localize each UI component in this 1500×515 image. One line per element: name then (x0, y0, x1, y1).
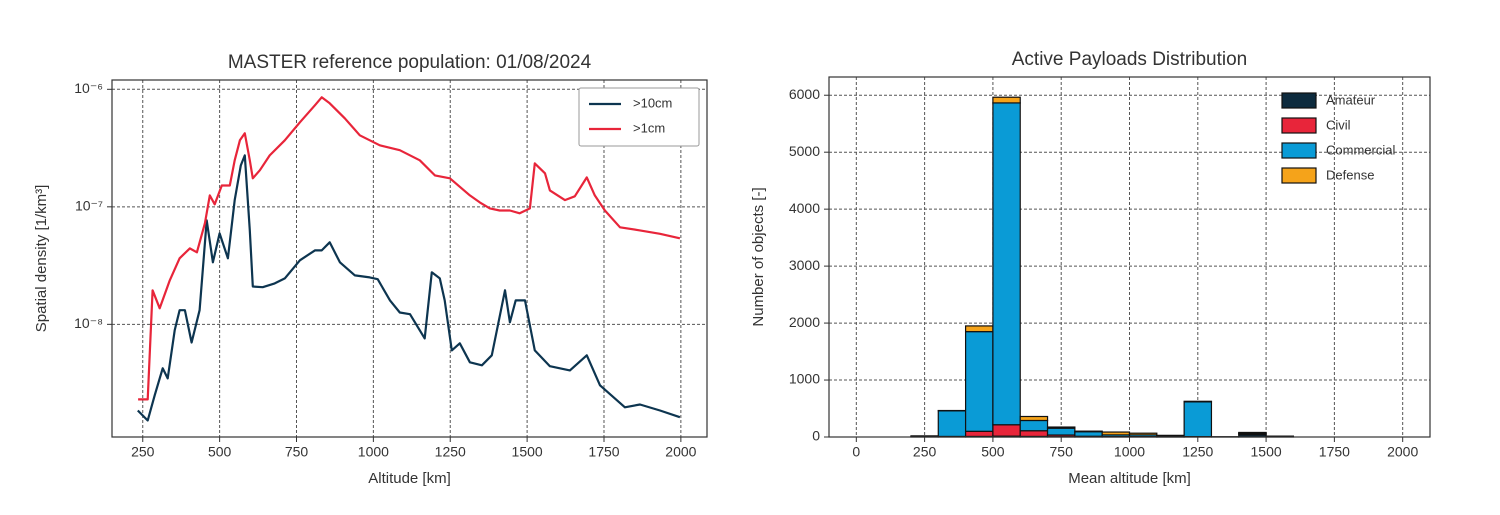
legend-label: Commercial (1326, 142, 1395, 157)
y-tick-label: 10⁻⁸ (74, 315, 103, 331)
chart-title: Active Payloads Distribution (1012, 49, 1248, 70)
x-tick-label: 750 (285, 444, 309, 460)
histogram-bar (1019, 430, 1049, 438)
x-tick-label: 1250 (1182, 444, 1213, 460)
x-axis-label: Altitude [km] (368, 470, 451, 487)
legend-label: Civil (1326, 117, 1351, 132)
histogram-bar (1238, 431, 1267, 434)
x-tick-label: 1500 (1251, 444, 1282, 460)
legend-swatch (1281, 117, 1317, 134)
y-axis-label: Spatial density [1/km³] (33, 185, 50, 333)
y-tick-label: 10⁻⁶ (74, 80, 103, 96)
histogram-bar (1074, 430, 1103, 433)
legend-label: Amateur (1326, 92, 1376, 107)
series-line (137, 154, 681, 422)
x-tick-label: 2000 (1387, 444, 1418, 460)
legend-swatch (1281, 142, 1317, 159)
histogram-bar (1046, 426, 1076, 429)
axes-frame (828, 76, 1431, 438)
x-tick-label: 1750 (588, 444, 619, 460)
y-tick-label: 3000 (789, 257, 820, 273)
y-axis-label: Number of objects [-] (750, 187, 767, 326)
y-tick-label: 6000 (789, 86, 820, 102)
histogram-bar (964, 325, 994, 333)
y-tick-label: 0 (812, 428, 820, 444)
x-tick-label: 500 (208, 444, 232, 460)
legend-label: Defense (1326, 167, 1374, 182)
histogram-bar (1128, 432, 1158, 436)
x-tick-label: 750 (1050, 444, 1074, 460)
series-line (138, 96, 681, 401)
x-tick-label: 2000 (665, 444, 696, 460)
x-tick-label: 1000 (1114, 444, 1145, 460)
legend-swatch (1281, 167, 1317, 184)
histogram-bar (1183, 401, 1213, 438)
y-tick-label: 10⁻⁷ (75, 198, 103, 214)
x-tick-label: 1500 (512, 444, 543, 460)
histogram-bar (992, 102, 1021, 426)
x-tick-label: 0 (852, 444, 860, 460)
histogram-bar (964, 331, 994, 432)
y-tick-label: 1000 (789, 371, 820, 387)
histogram-bar (992, 96, 1021, 104)
y-tick-label: 2000 (789, 314, 820, 330)
x-tick-label: 1750 (1319, 444, 1350, 460)
x-tick-label: 250 (913, 444, 937, 460)
x-tick-label: 500 (981, 444, 1005, 460)
axes-frame (111, 79, 708, 438)
histogram-bar (1046, 427, 1076, 436)
y-tick-label: 4000 (789, 200, 820, 216)
histogram-bar (964, 430, 994, 438)
histogram-bar (937, 410, 967, 438)
histogram-bar (992, 424, 1021, 437)
histogram-bar (1183, 400, 1213, 403)
histogram-bar (1019, 419, 1049, 432)
y-tick-label: 5000 (789, 143, 820, 159)
x-tick-label: 250 (131, 444, 155, 460)
x-axis-label: Mean altitude [km] (1068, 470, 1191, 487)
legend-label: >10cm (633, 95, 672, 110)
histogram-bar (1074, 431, 1103, 437)
legend-label: >1cm (633, 120, 665, 135)
chart-title: MASTER reference population: 01/08/2024 (228, 52, 592, 73)
legend-swatch (1281, 92, 1317, 109)
x-tick-label: 1000 (358, 444, 389, 460)
histogram-bar (1019, 415, 1049, 422)
histogram-bar (1101, 431, 1131, 436)
legend-box (578, 87, 700, 147)
x-tick-label: 1250 (435, 444, 466, 460)
